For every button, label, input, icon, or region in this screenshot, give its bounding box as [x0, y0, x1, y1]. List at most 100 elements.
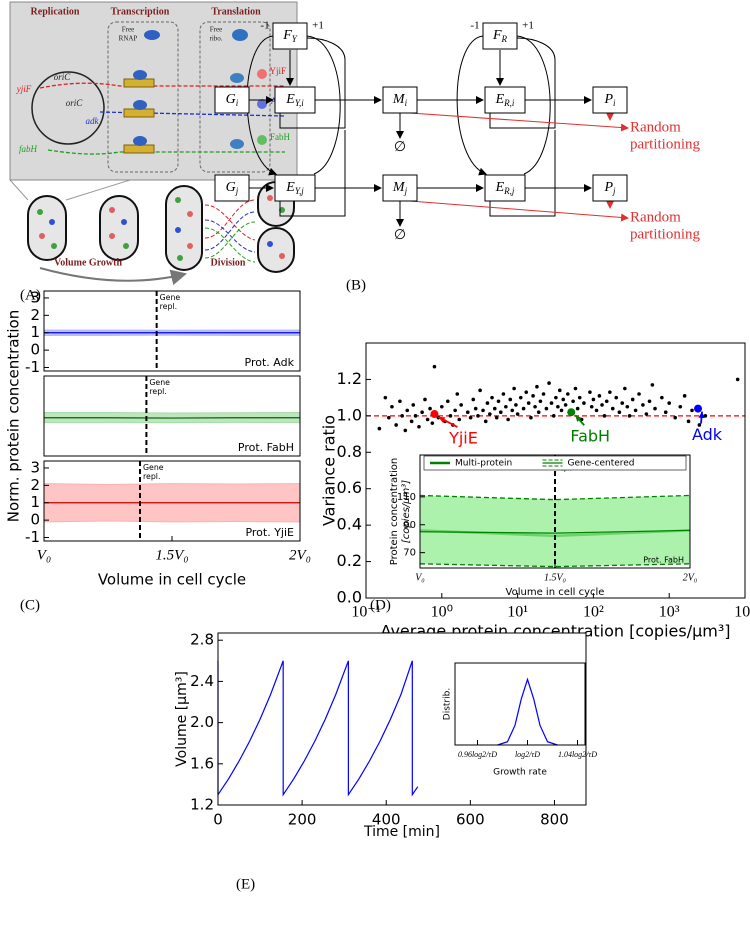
x-axis-label: Time [min]: [363, 824, 440, 840]
partition-edge: [409, 112, 629, 132]
series-label: Prot. FabH: [238, 441, 294, 454]
point: [533, 404, 537, 409]
node-label: Pi: [603, 92, 616, 108]
band-edge: [419, 563, 691, 568]
point: [394, 423, 398, 427]
node-sub: Y: [292, 34, 298, 44]
x-tick-label: 10⁻¹: [351, 604, 380, 621]
free-ribo-label: ribo.: [209, 35, 222, 43]
node-box: [484, 86, 526, 114]
node-box: [274, 174, 316, 202]
node-main: E: [495, 92, 505, 107]
free-rnap-label: Free: [122, 26, 134, 34]
cell: [27, 195, 67, 261]
point: [420, 410, 424, 415]
point: [459, 403, 463, 407]
axes-frame: [217, 632, 587, 806]
node-main: M: [392, 92, 406, 107]
point: [536, 410, 541, 415]
panel-a: Replication Transcription Translation Fr…: [9, 1, 298, 286]
x-tick-label: 10¹: [507, 604, 528, 621]
point: [504, 404, 508, 409]
node-label: EY,j: [285, 180, 304, 196]
point: [644, 412, 649, 416]
highlight-label: Adk: [692, 425, 723, 444]
point: [411, 403, 416, 407]
point: [559, 408, 564, 413]
y-tick-label: 0.4: [337, 515, 362, 534]
point: [512, 386, 516, 391]
point: [544, 406, 549, 411]
point: [663, 410, 668, 415]
point: [627, 414, 632, 418]
point: [597, 394, 602, 398]
node-label: Mi: [392, 92, 408, 108]
point: [488, 412, 492, 416]
y-tick-label: 2: [30, 476, 40, 494]
node-sub: i: [405, 98, 408, 108]
x-tick-label: 200: [288, 811, 317, 829]
node-box: [482, 22, 518, 50]
point: [566, 392, 570, 396]
edge: [456, 35, 487, 176]
x-tick-label: 0: [213, 811, 223, 829]
y-tick-label: 3: [30, 288, 40, 306]
point: [650, 383, 655, 387]
x-tick-label: 0.96log2/τD: [458, 750, 497, 759]
point: [623, 386, 627, 391]
node-sub: R,j: [503, 186, 515, 196]
point: [554, 395, 558, 400]
x-axis-label: Volume in cell cycle: [506, 587, 605, 598]
point: [492, 406, 497, 411]
zoom-lines: [9, 179, 131, 201]
node-main: P: [603, 92, 613, 107]
point: [524, 390, 529, 394]
node-main: G: [226, 180, 236, 195]
point: [485, 401, 490, 405]
edge: [306, 35, 341, 175]
point: [538, 399, 543, 404]
point: [405, 408, 410, 413]
node-sub: R: [501, 34, 508, 44]
event-label: repl.: [160, 302, 177, 311]
point: [476, 414, 480, 418]
y-axis-label: Protein concentration: [389, 458, 400, 566]
node-box: [382, 174, 418, 202]
highlight-label: YjiE: [448, 429, 478, 448]
free-ribo-label: Free: [210, 26, 222, 34]
point: [563, 403, 568, 407]
point: [604, 399, 609, 404]
point: [653, 406, 657, 411]
x-tick-label: 800: [540, 811, 569, 829]
point: [608, 390, 612, 394]
y-tick-label: -1: [25, 358, 40, 376]
ribosome: [230, 73, 244, 83]
point: [440, 404, 444, 409]
ribosome: [230, 139, 244, 149]
x-tick-label: 10⁴: [734, 604, 750, 621]
growth-arrow: [39, 267, 187, 286]
point: [594, 408, 599, 413]
point: [413, 414, 418, 418]
point: [387, 415, 391, 420]
point: [473, 406, 478, 411]
point: [630, 397, 635, 402]
y-axis-label: Distrib.: [443, 688, 453, 720]
rnap: [133, 100, 147, 110]
y-tick-label: 1: [30, 323, 40, 341]
axes-frame: [365, 342, 746, 599]
point: [521, 406, 526, 411]
point: [455, 392, 460, 396]
point: [471, 397, 476, 402]
x-tick-label: 400: [372, 811, 401, 829]
point: [647, 399, 652, 404]
event-label: Gene: [143, 463, 164, 472]
band-edge: [419, 494, 691, 501]
point: [617, 410, 622, 415]
partition-label: partitioning: [630, 136, 700, 152]
legend-label: Gene-centered: [568, 459, 635, 469]
edge: [489, 130, 556, 217]
edge: [279, 130, 346, 217]
panel-label: (B): [346, 277, 366, 293]
